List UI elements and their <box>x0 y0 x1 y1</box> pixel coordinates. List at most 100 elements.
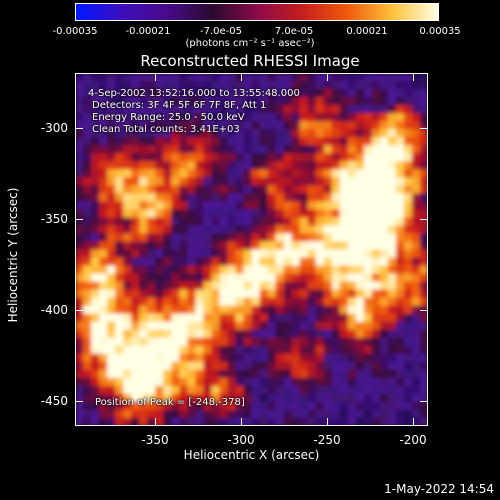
image-pixel <box>115 313 124 323</box>
image-pixel <box>307 393 317 403</box>
image-pixel <box>267 233 277 243</box>
image-pixel <box>235 89 245 98</box>
axis-tick-mark <box>420 219 428 220</box>
image-pixel <box>147 201 156 210</box>
image-pixel <box>299 177 309 186</box>
image-pixel <box>83 121 92 130</box>
image-pixel <box>219 145 229 154</box>
image-pixel <box>259 249 269 259</box>
axis-tick-mark <box>420 310 428 311</box>
image-pixel <box>195 161 204 170</box>
image-pixel <box>307 113 317 122</box>
image-pixel <box>203 105 212 114</box>
image-pixel <box>379 185 389 194</box>
image-pixel <box>115 273 124 283</box>
image-pixel <box>307 369 317 379</box>
image-pixel <box>419 225 428 235</box>
image-pixel <box>91 129 100 138</box>
image-pixel <box>411 233 421 243</box>
image-pixel <box>123 233 132 243</box>
image-pixel <box>243 193 253 202</box>
image-pixel <box>275 233 285 243</box>
image-pixel <box>83 321 92 331</box>
image-pixel <box>275 169 285 178</box>
image-pixel <box>211 313 221 323</box>
image-pixel <box>203 97 212 106</box>
image-pixel <box>403 313 413 323</box>
image-pixel <box>219 89 229 98</box>
image-pixel <box>403 345 413 355</box>
image-pixel <box>363 129 373 138</box>
image-pixel <box>195 113 204 122</box>
image-pixel <box>371 225 381 235</box>
image-pixel <box>75 249 84 259</box>
image-pixel <box>251 273 261 283</box>
image-pixel <box>123 145 132 154</box>
image-pixel <box>235 305 245 315</box>
image-pixel <box>155 241 164 251</box>
image-pixel <box>227 313 237 323</box>
image-pixel <box>187 201 196 210</box>
image-pixel <box>211 297 221 307</box>
image-pixel <box>107 81 116 90</box>
image-pixel <box>83 161 92 170</box>
image-pixel <box>331 209 341 219</box>
image-pixel <box>187 289 196 299</box>
image-pixel <box>299 169 309 178</box>
image-pixel <box>411 105 421 114</box>
image-pixel <box>275 241 285 251</box>
image-pixel <box>395 289 405 299</box>
image-pixel <box>259 417 269 426</box>
image-pixel <box>139 281 148 291</box>
image-pixel <box>387 177 397 186</box>
image-pixel <box>91 385 100 395</box>
image-pixel <box>179 185 188 194</box>
image-pixel <box>195 393 204 403</box>
image-pixel <box>91 105 100 114</box>
image-pixel <box>155 121 164 130</box>
image-pixel <box>419 385 428 395</box>
image-pixel <box>379 137 389 146</box>
image-pixel <box>251 177 261 186</box>
image-pixel <box>299 313 309 323</box>
image-pixel <box>75 89 84 98</box>
image-pixel <box>155 161 164 170</box>
image-pixel <box>235 377 245 387</box>
image-pixel <box>235 73 245 82</box>
image-pixel <box>371 193 381 202</box>
x-tick-label: -350 <box>141 433 169 447</box>
image-pixel <box>355 225 365 235</box>
image-pixel <box>299 377 309 387</box>
image-pixel <box>83 393 92 403</box>
image-pixel <box>187 241 196 251</box>
image-pixel <box>307 217 317 227</box>
image-pixel <box>299 97 309 106</box>
image-pixel <box>347 81 357 90</box>
image-pixel <box>371 337 381 347</box>
image-pixel <box>379 233 389 243</box>
image-pixel <box>355 393 365 403</box>
image-pixel <box>155 193 164 202</box>
image-pixel <box>267 377 277 387</box>
image-pixel <box>347 89 357 98</box>
image-pixel <box>99 113 108 122</box>
image-pixel <box>259 161 269 170</box>
image-pixel <box>267 273 277 283</box>
image-pixel <box>251 393 261 403</box>
image-pixel <box>379 201 389 210</box>
image-pixel <box>227 193 237 202</box>
image-pixel <box>315 345 325 355</box>
image-pixel <box>347 121 357 130</box>
image-pixel <box>403 289 413 299</box>
image-pixel <box>291 81 301 90</box>
image-pixel <box>347 225 357 235</box>
image-pixel <box>267 305 277 315</box>
image-pixel <box>179 289 188 299</box>
image-pixel <box>139 337 148 347</box>
image-pixel <box>275 217 285 227</box>
image-pixel <box>387 257 397 267</box>
image-pixel <box>227 273 237 283</box>
image-pixel <box>387 73 397 82</box>
image-pixel <box>75 337 84 347</box>
image-pixel <box>267 193 277 202</box>
